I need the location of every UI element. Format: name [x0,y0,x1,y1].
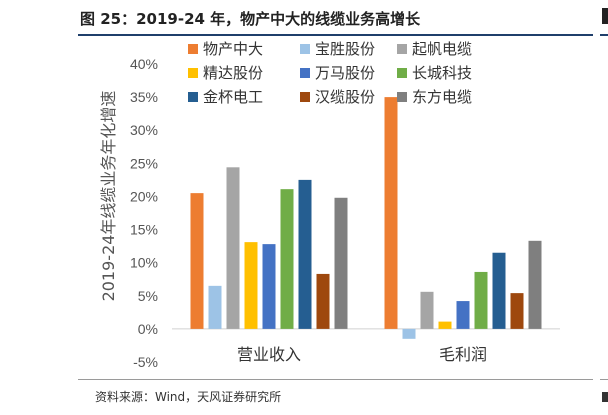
legend-swatch [397,44,407,54]
legend-swatch [188,92,198,102]
bar-revenue-3 [244,242,258,329]
bar-chart: -5% 0% 5% 10% 15% 20% 25% 30% 35% 40% 2019-24年线缆业务… [99,40,560,370]
bar-gross-profit-7 [510,293,524,329]
bar-revenue-2 [226,167,240,329]
y-tick-label: 40% [130,56,158,72]
adjacent-title-fragment [602,8,608,24]
legend-swatch [300,68,310,78]
category-label: 营业收入 [237,345,301,364]
header: 图 25：2019-24 年，物产中大的线缆业务高增长 [0,0,598,36]
bar-revenue-8 [334,197,348,329]
legend-swatch [300,92,310,102]
y-tick-label: 30% [130,122,158,138]
bar-revenue-1 [208,285,222,329]
legend-label: 长城科技 [412,64,472,82]
bar-revenue-7 [316,273,330,329]
figure-title: 图 25：2019-24 年，物产中大的线缆业务高增长 [80,10,421,28]
bar-gross-profit-4 [456,301,470,329]
y-tick-label: -5% [133,354,158,370]
category-label: 毛利润 [439,345,487,364]
bar-gross-profit-0 [384,97,398,329]
source-note: 资料来源：Wind，天风证券研究所 [95,390,282,404]
adjacent-source-rule [600,379,608,380]
y-tick-label: 5% [138,288,158,304]
source-rule [78,379,593,380]
bar-gross-profit-1 [402,328,416,339]
adjacent-figure-edge [602,0,608,415]
legend-label: 起帆电缆 [412,40,472,58]
legend-swatch [300,44,310,54]
y-tick-label: 25% [130,155,158,171]
y-tick-label: 20% [130,188,158,204]
bar-gross-profit-5 [474,271,488,329]
bar-revenue-6 [298,179,312,329]
legend-label: 精达股份 [203,64,263,82]
bar-gross-profit-2 [420,291,434,329]
adjacent-source-fragment [602,392,608,402]
legend-swatch [188,68,198,78]
bar-revenue-0 [190,193,204,329]
legend-label: 物产中大 [203,40,263,58]
bar-gross-profit-6 [492,252,506,329]
bar-gross-profit-8 [528,240,542,329]
title-rule [78,34,593,36]
adjacent-title-rule [600,34,608,36]
legend-label: 万马股份 [315,64,375,82]
legend-swatch [397,68,407,78]
y-tick-label: 15% [130,222,158,238]
legend-swatch [397,92,407,102]
legend-label: 东方电缆 [412,88,472,106]
legend-label: 宝胜股份 [315,40,375,58]
bar-gross-profit-3 [438,321,452,329]
legend-swatch [188,44,198,54]
legend-label: 汉缆股份 [315,88,375,106]
y-tick-label: 10% [130,255,158,271]
y-tick-label: 0% [138,321,158,337]
y-tick-label: 35% [130,89,158,105]
legend-label: 金杯电工 [203,88,263,106]
bar-revenue-5 [280,189,294,329]
bar-revenue-4 [262,244,276,329]
y-axis-label: 2019-24年线缆业务年化增速 [99,91,118,302]
